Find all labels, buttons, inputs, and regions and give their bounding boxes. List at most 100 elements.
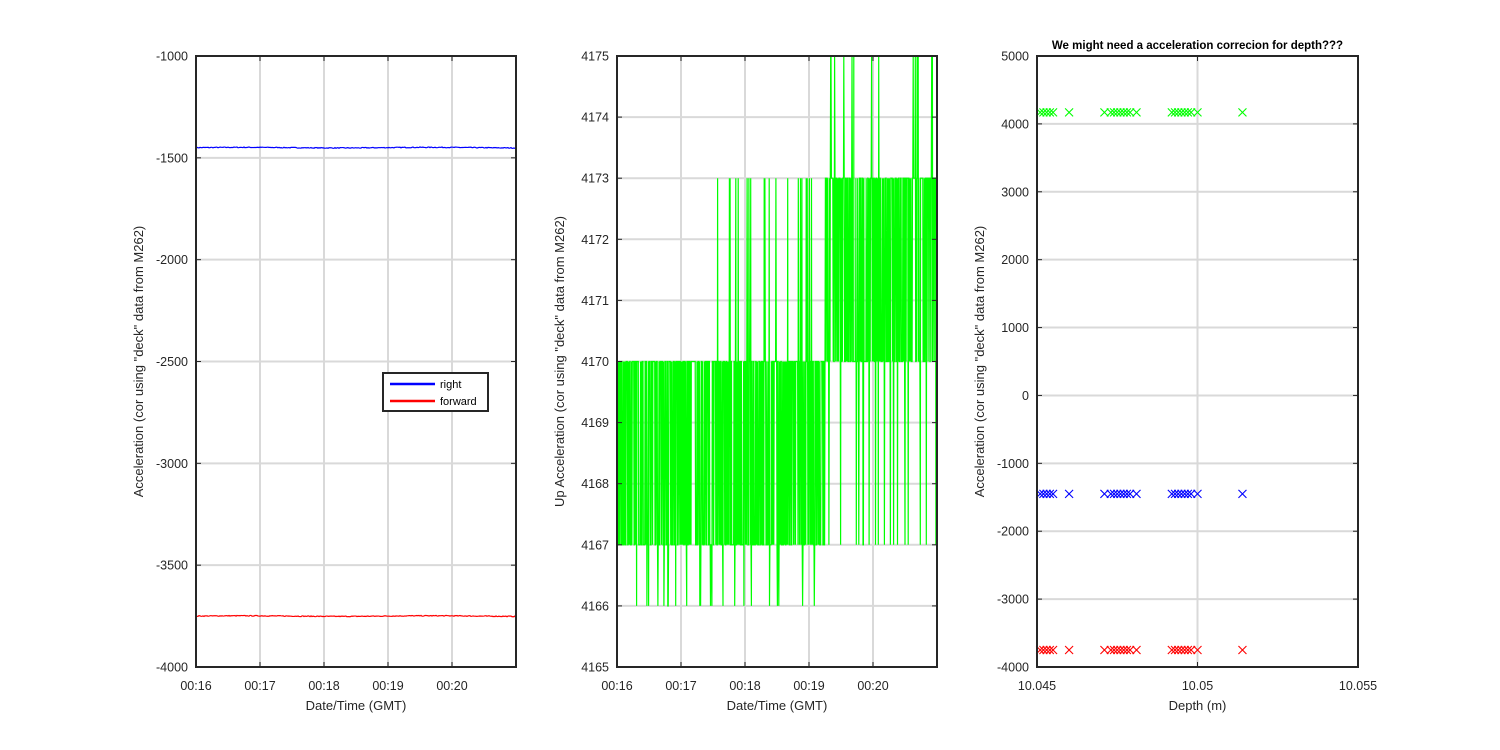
point-stroke bbox=[1193, 107, 1202, 117]
scatter-point bbox=[1180, 645, 1190, 655]
y-tick-label: 4167 bbox=[581, 538, 609, 552]
scatter-point bbox=[1122, 107, 1132, 117]
scatter-point bbox=[1106, 107, 1116, 117]
y-tick-label: -2000 bbox=[997, 525, 1029, 539]
scatter-point bbox=[1183, 489, 1193, 499]
scatter-point bbox=[1177, 489, 1186, 499]
scatter-point bbox=[1167, 107, 1177, 117]
point-stroke bbox=[1177, 645, 1186, 655]
series-line-right bbox=[195, 146, 517, 150]
point-stroke bbox=[1119, 107, 1129, 117]
scatter-point bbox=[1064, 489, 1074, 499]
chart-2: 4165 4166 4167 4168 4169 4170 4171 4172 4173 4174… bbox=[552, 50, 938, 713]
point-stroke bbox=[1042, 489, 1052, 499]
y-tick-label: 3000 bbox=[1001, 185, 1029, 199]
point-stroke bbox=[1045, 107, 1055, 117]
y-tick-label: 5000 bbox=[1001, 50, 1029, 64]
point-stroke bbox=[1186, 645, 1196, 655]
x-axis-label: Date/Time (GMT) bbox=[306, 698, 407, 713]
point-stroke bbox=[1132, 489, 1141, 499]
scatter-point bbox=[1177, 645, 1186, 655]
legend-label-right: right bbox=[440, 379, 461, 391]
point-stroke bbox=[1132, 645, 1141, 655]
point-stroke bbox=[1112, 489, 1122, 499]
point-stroke bbox=[1170, 489, 1180, 499]
point-stroke bbox=[1180, 645, 1190, 655]
x-tick-label: 00:20 bbox=[857, 679, 888, 693]
x-tick-label: 00:19 bbox=[793, 679, 824, 693]
point-stroke bbox=[1122, 645, 1132, 655]
scatter-point bbox=[1170, 489, 1180, 499]
scatter-point bbox=[1119, 489, 1129, 499]
point-stroke bbox=[1048, 107, 1058, 117]
point-stroke bbox=[1039, 645, 1048, 655]
point-stroke bbox=[1238, 107, 1247, 117]
y-tick-label: 2000 bbox=[1001, 253, 1029, 267]
scatter-point bbox=[1106, 489, 1116, 499]
x-axis-label: Date/Time (GMT) bbox=[727, 698, 828, 713]
point-stroke bbox=[1109, 107, 1119, 117]
point-stroke bbox=[1180, 107, 1190, 117]
scatter-point bbox=[1173, 645, 1183, 655]
y-tick-label: 4168 bbox=[581, 477, 609, 491]
scatter-point bbox=[1132, 107, 1141, 117]
scatter-point bbox=[1170, 645, 1180, 655]
y-tick-label: -2000 bbox=[156, 253, 188, 267]
point-stroke bbox=[1042, 645, 1052, 655]
y-tick-label: 4171 bbox=[581, 294, 609, 308]
scatter-point bbox=[1116, 107, 1125, 117]
scatter-point bbox=[1112, 107, 1122, 117]
point-stroke bbox=[1183, 107, 1193, 117]
y-tick-label: -4000 bbox=[156, 661, 188, 675]
scatter-point bbox=[1125, 107, 1135, 117]
x-tick-label: 00:17 bbox=[665, 679, 696, 693]
x-tick-label: 00:18 bbox=[729, 679, 760, 693]
point-stroke bbox=[1100, 489, 1109, 499]
scatter-point bbox=[1173, 107, 1183, 117]
y-tick-label: -1000 bbox=[156, 50, 188, 64]
x-tick-label: 00:16 bbox=[601, 679, 632, 693]
x-tick-label: 00:17 bbox=[244, 679, 275, 693]
point-stroke bbox=[1180, 489, 1190, 499]
scatter-point bbox=[1039, 107, 1048, 117]
point-stroke bbox=[1122, 107, 1132, 117]
y-axis-label: Acceleration (cor using "deck" data from… bbox=[972, 226, 987, 498]
scatter-point bbox=[1125, 645, 1135, 655]
scatter-point bbox=[1183, 645, 1193, 655]
scatter-point bbox=[1122, 489, 1132, 499]
y-tick-label: -1000 bbox=[997, 457, 1029, 471]
scatter-point bbox=[1186, 107, 1196, 117]
scatter-point bbox=[1193, 107, 1202, 117]
point-stroke bbox=[1109, 645, 1119, 655]
y-tick-label: 0 bbox=[1022, 389, 1029, 403]
point-stroke bbox=[1100, 107, 1109, 117]
x-tick-label: 00:19 bbox=[372, 679, 403, 693]
scatter-point bbox=[1170, 107, 1180, 117]
point-stroke bbox=[1112, 645, 1122, 655]
scatter-point bbox=[1119, 645, 1129, 655]
scatter-point bbox=[1193, 645, 1202, 655]
x-tick-label: 00:18 bbox=[308, 679, 339, 693]
scatter-point bbox=[1109, 489, 1119, 499]
x-tick-label: 00:20 bbox=[436, 679, 467, 693]
point-stroke bbox=[1186, 107, 1196, 117]
y-tick-label: 4174 bbox=[581, 111, 609, 125]
scatter-point bbox=[1122, 645, 1132, 655]
point-stroke bbox=[1045, 645, 1055, 655]
scatter-point bbox=[1132, 489, 1141, 499]
point-stroke bbox=[1039, 107, 1048, 117]
y-tick-label: 4175 bbox=[581, 50, 609, 64]
point-stroke bbox=[1039, 489, 1048, 499]
scatter-point bbox=[1064, 107, 1074, 117]
scatter-point bbox=[1039, 489, 1048, 499]
scatter-point bbox=[1177, 107, 1186, 117]
scatter-point bbox=[1048, 645, 1058, 655]
y-tick-label: 4166 bbox=[581, 599, 609, 613]
y-tick-label: -3000 bbox=[997, 593, 1029, 607]
y-tick-label: -2500 bbox=[156, 355, 188, 369]
scatter-point bbox=[1064, 645, 1074, 655]
point-stroke bbox=[1238, 645, 1247, 655]
scatter-point bbox=[1106, 645, 1116, 655]
y-tick-label: 4169 bbox=[581, 416, 609, 430]
y-tick-label: -3500 bbox=[156, 559, 188, 573]
